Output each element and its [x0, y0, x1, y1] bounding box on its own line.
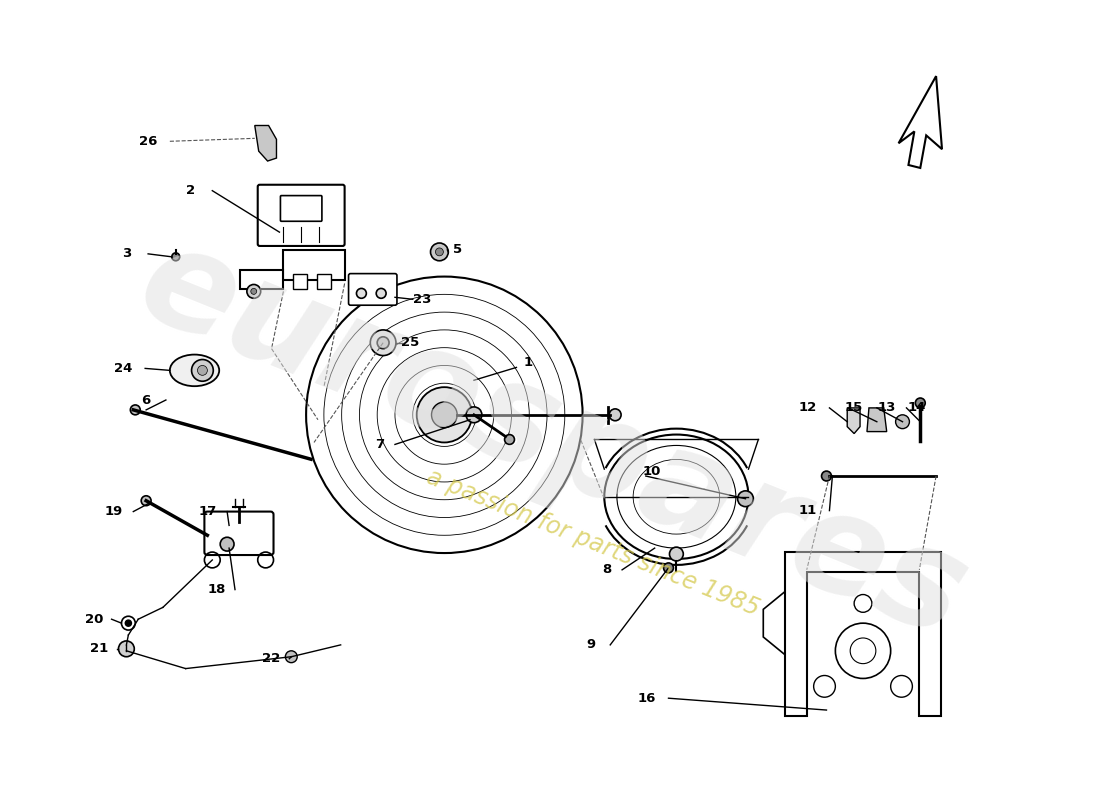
Circle shape — [915, 398, 925, 408]
Text: 19: 19 — [104, 505, 123, 518]
Text: 10: 10 — [642, 465, 661, 478]
Circle shape — [663, 563, 673, 573]
Circle shape — [251, 289, 256, 294]
Circle shape — [125, 620, 131, 626]
Text: 6: 6 — [142, 394, 151, 406]
Bar — [240, 270, 284, 290]
Circle shape — [436, 248, 443, 256]
FancyBboxPatch shape — [257, 185, 344, 246]
Circle shape — [670, 547, 683, 561]
Circle shape — [738, 491, 754, 506]
Circle shape — [376, 289, 386, 298]
Text: 18: 18 — [208, 583, 227, 596]
Polygon shape — [867, 408, 887, 431]
Bar — [317, 274, 331, 290]
Text: 16: 16 — [638, 692, 656, 705]
Circle shape — [431, 402, 458, 428]
Text: 23: 23 — [414, 293, 432, 306]
Circle shape — [505, 434, 515, 445]
Circle shape — [246, 285, 261, 298]
FancyBboxPatch shape — [280, 196, 322, 222]
Circle shape — [430, 243, 449, 261]
Circle shape — [198, 366, 208, 375]
Circle shape — [141, 496, 151, 506]
Circle shape — [417, 387, 472, 442]
Circle shape — [466, 407, 482, 422]
Text: a passion for parts since 1985: a passion for parts since 1985 — [422, 466, 762, 621]
Polygon shape — [255, 126, 276, 161]
Text: 9: 9 — [586, 638, 595, 651]
Circle shape — [377, 337, 389, 349]
Text: 7: 7 — [375, 438, 385, 451]
Text: 12: 12 — [799, 402, 817, 414]
Circle shape — [356, 289, 366, 298]
Circle shape — [609, 409, 622, 421]
Text: 20: 20 — [85, 613, 103, 626]
Circle shape — [191, 359, 213, 382]
Text: eurospares: eurospares — [121, 213, 986, 666]
Text: 24: 24 — [114, 362, 133, 375]
Text: 8: 8 — [603, 563, 612, 576]
Circle shape — [371, 330, 396, 355]
Text: 1: 1 — [524, 356, 532, 369]
Circle shape — [822, 471, 832, 481]
Ellipse shape — [169, 354, 219, 386]
Text: 25: 25 — [400, 336, 419, 350]
Text: 21: 21 — [89, 642, 108, 655]
Text: 5: 5 — [452, 243, 462, 257]
FancyBboxPatch shape — [349, 274, 397, 306]
Circle shape — [285, 651, 297, 662]
Text: 13: 13 — [878, 402, 895, 414]
Text: 26: 26 — [139, 134, 157, 148]
Polygon shape — [847, 408, 860, 434]
Text: 11: 11 — [799, 504, 817, 517]
Circle shape — [119, 641, 134, 657]
Bar — [294, 274, 307, 290]
Text: 2: 2 — [186, 184, 195, 197]
Circle shape — [895, 415, 910, 429]
Circle shape — [172, 253, 179, 261]
Text: 14: 14 — [908, 402, 925, 414]
Text: 22: 22 — [263, 652, 280, 666]
Circle shape — [130, 405, 140, 415]
Text: 17: 17 — [198, 505, 217, 518]
Text: 15: 15 — [845, 402, 864, 414]
Bar — [284, 250, 344, 279]
FancyBboxPatch shape — [205, 511, 274, 555]
Text: 3: 3 — [122, 247, 131, 260]
Circle shape — [220, 538, 234, 551]
